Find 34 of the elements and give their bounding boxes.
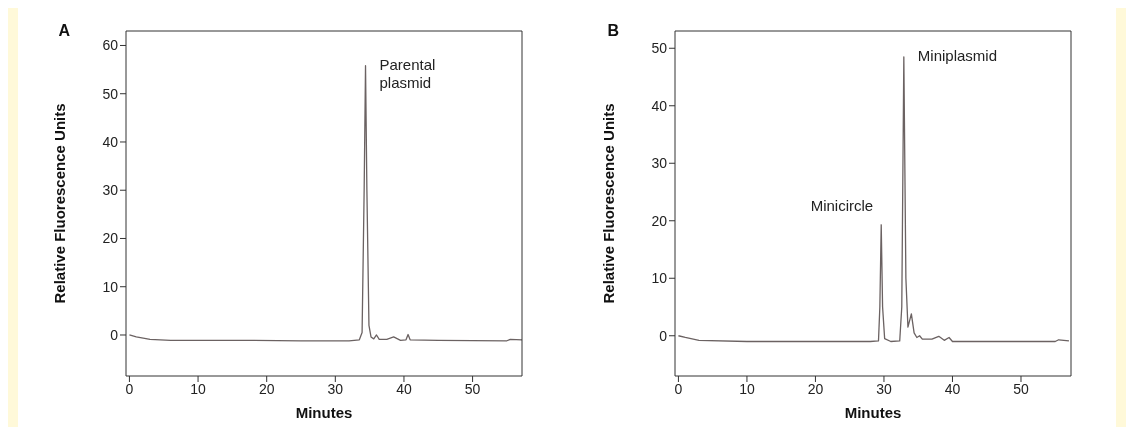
annotation: Parental plasmid xyxy=(379,55,435,91)
y-tick-label: 30 xyxy=(650,155,667,172)
y-tick-label: 10 xyxy=(650,270,667,287)
chart-title: A xyxy=(58,22,71,40)
annotation: Minicircle xyxy=(810,196,873,214)
x-tick-label: 30 xyxy=(327,380,343,397)
y-tick-label: 20 xyxy=(650,212,667,229)
x-tick-label: 0 xyxy=(125,380,134,397)
y-tick-label: 50 xyxy=(101,85,118,102)
y-axis-title: Relative Fluorescence Units xyxy=(50,103,68,304)
x-tick-label: 30 xyxy=(875,380,892,397)
y-tick-label: 20 xyxy=(101,230,118,247)
x-axis-title: Minutes xyxy=(844,404,901,421)
chart-title: B xyxy=(607,22,620,40)
annotation: Miniplasmid xyxy=(917,46,997,64)
y-tick-label: 40 xyxy=(101,133,118,150)
y-tick-label: 60 xyxy=(101,37,118,54)
y-tick-label: 30 xyxy=(101,182,118,199)
y-tick-label: 0 xyxy=(109,326,118,343)
x-tick-label: 40 xyxy=(395,380,412,397)
x-tick-label: 10 xyxy=(189,380,206,397)
x-tick-label: 10 xyxy=(738,380,755,397)
y-axis-title: Relative Fluorescence Units xyxy=(599,103,617,304)
x-tick-label: 50 xyxy=(464,380,481,397)
x-axis-title: Minutes xyxy=(295,404,352,421)
y-tick-label: 40 xyxy=(650,97,667,114)
x-tick-label: 40 xyxy=(944,380,960,397)
y-tick-label: 0 xyxy=(658,327,667,344)
x-tick-label: 50 xyxy=(1012,380,1029,397)
y-tick-label: 50 xyxy=(650,40,667,57)
y-tick-label: 10 xyxy=(101,278,118,295)
x-tick-label: 0 xyxy=(674,380,683,397)
x-tick-label: 20 xyxy=(807,380,823,397)
x-tick-label: 20 xyxy=(258,380,275,397)
